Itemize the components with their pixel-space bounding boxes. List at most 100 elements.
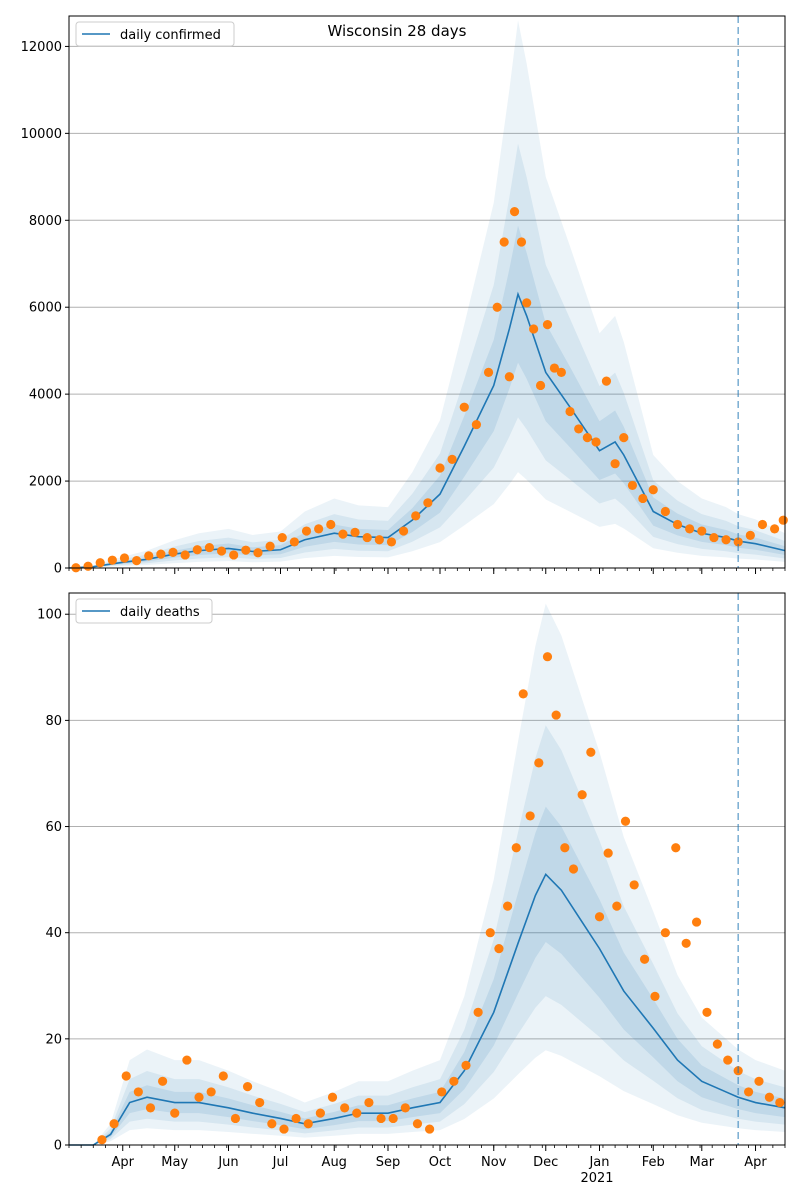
observed-point bbox=[485, 928, 495, 938]
observed-point bbox=[594, 912, 605, 922]
observed-point bbox=[303, 1119, 313, 1129]
observed-point bbox=[449, 1076, 459, 1086]
observed-point bbox=[204, 542, 215, 553]
month-label: Oct bbox=[429, 1155, 451, 1170]
plot-area-bottom bbox=[69, 593, 785, 1145]
observed-point bbox=[182, 1055, 192, 1065]
observed-point bbox=[525, 811, 535, 821]
observed-point bbox=[386, 537, 397, 547]
observed-point bbox=[230, 1113, 241, 1124]
month-label: May bbox=[161, 1155, 188, 1170]
observed-point bbox=[551, 710, 561, 720]
observed-point bbox=[522, 298, 532, 308]
x-ticks-bottom bbox=[68, 1145, 786, 1151]
chart-title: Wisconsin 28 days bbox=[328, 22, 467, 40]
observed-point bbox=[691, 917, 702, 927]
observed-point bbox=[473, 1007, 483, 1017]
year-label: 2021 bbox=[580, 1171, 613, 1186]
month-label: Sep bbox=[376, 1155, 401, 1170]
observed-point bbox=[601, 376, 612, 386]
observed-point bbox=[253, 548, 263, 558]
observed-point bbox=[144, 551, 154, 561]
observed-point bbox=[778, 515, 788, 525]
observed-point bbox=[425, 1124, 435, 1134]
month-label: Apr bbox=[744, 1155, 767, 1170]
month-label: Jan bbox=[588, 1155, 609, 1170]
month-label: Mar bbox=[690, 1155, 715, 1170]
observed-point bbox=[400, 1103, 410, 1113]
observed-point bbox=[459, 402, 469, 412]
observed-point bbox=[529, 324, 539, 334]
axes-frame-bottom bbox=[68, 592, 786, 1146]
legend-label-daily-deaths: daily deaths bbox=[120, 605, 200, 620]
observed-point bbox=[326, 519, 336, 530]
observed-point bbox=[492, 302, 502, 312]
observed-point bbox=[145, 1103, 156, 1113]
observed-point bbox=[743, 1087, 754, 1097]
observed-point bbox=[218, 1071, 228, 1081]
observed-point bbox=[364, 1097, 374, 1108]
y-tick-label: 80 bbox=[45, 714, 62, 729]
observed-point bbox=[775, 1097, 785, 1108]
observed-point bbox=[156, 549, 166, 559]
observed-point bbox=[518, 689, 528, 699]
observed-point bbox=[255, 1097, 265, 1108]
observed-point bbox=[671, 843, 681, 853]
uncertainty-band bbox=[69, 20, 785, 569]
y-tick-label: 4000 bbox=[29, 388, 62, 403]
observed-point bbox=[638, 493, 648, 504]
y-tick-label: 60 bbox=[45, 820, 62, 835]
observed-point bbox=[535, 380, 546, 391]
observed-point bbox=[619, 433, 629, 443]
observed-point bbox=[499, 237, 509, 247]
plot-area-top bbox=[69, 16, 785, 568]
observed-point bbox=[229, 550, 239, 560]
observed-point bbox=[685, 524, 695, 534]
observed-point bbox=[745, 530, 755, 541]
uncertainty-band bbox=[69, 603, 785, 1145]
uncertainty-band bbox=[69, 725, 785, 1145]
observed-point bbox=[723, 1055, 733, 1065]
observed-point bbox=[591, 437, 601, 447]
observed-point bbox=[194, 1092, 204, 1102]
observed-point bbox=[660, 928, 670, 938]
confirmed-chart: 0 2000 4000 6000 8000 10000 12000 Wisconsin 28… bbox=[21, 15, 788, 577]
y-tick-label: 40 bbox=[45, 926, 62, 941]
observed-point bbox=[672, 519, 683, 530]
observed-point bbox=[314, 524, 324, 534]
observed-point bbox=[709, 532, 719, 543]
observed-point bbox=[586, 747, 596, 757]
month-label: Aug bbox=[322, 1155, 347, 1170]
observed-point bbox=[627, 480, 638, 491]
observed-point bbox=[542, 652, 553, 662]
observed-point bbox=[549, 363, 560, 373]
y-tick-label: 100 bbox=[37, 608, 62, 623]
observed-point bbox=[119, 553, 130, 563]
observed-point bbox=[242, 1082, 253, 1092]
observed-point bbox=[471, 419, 482, 430]
observed-point bbox=[291, 1113, 301, 1124]
observed-point bbox=[216, 546, 227, 556]
observed-point bbox=[577, 790, 587, 800]
observed-point bbox=[423, 498, 433, 508]
observed-point bbox=[107, 555, 117, 565]
observed-point bbox=[681, 938, 691, 948]
y-ticks-top: 0 2000 4000 6000 8000 10000 12000 bbox=[21, 40, 69, 577]
uncertainty-band bbox=[69, 143, 785, 569]
observed-point bbox=[327, 1092, 338, 1102]
observed-point bbox=[603, 848, 613, 858]
uncertainty-bands-bottom bbox=[69, 603, 785, 1145]
observed-point bbox=[241, 545, 251, 555]
observed-point bbox=[411, 511, 421, 521]
month-label: Jul bbox=[272, 1155, 289, 1170]
month-label: Jun bbox=[217, 1155, 238, 1170]
observed-point bbox=[574, 424, 584, 434]
observed-point bbox=[516, 237, 527, 247]
observed-point bbox=[289, 537, 299, 547]
series-line-daily-deaths bbox=[69, 872, 786, 1146]
observed-point bbox=[461, 1060, 471, 1070]
axes-frame-top bbox=[68, 15, 786, 569]
observed-point bbox=[315, 1108, 325, 1118]
y-tick-label: 20 bbox=[45, 1032, 62, 1047]
